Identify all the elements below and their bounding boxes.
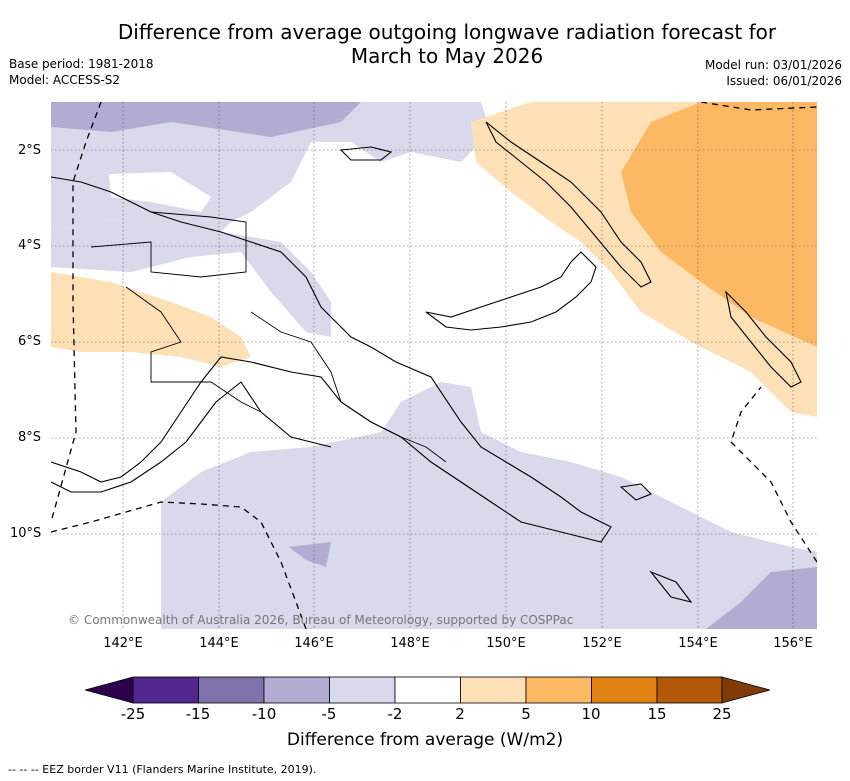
- lat-label-4s: 4°S: [18, 238, 42, 253]
- colorbar-segment-6: [460, 676, 527, 704]
- anomaly-neg-5-10-se: [706, 567, 817, 629]
- lon-label-146e: 146°E: [294, 636, 334, 651]
- colorbar-segment-5: [394, 676, 461, 704]
- lon-label-150e: 150°E: [486, 636, 526, 651]
- lon-label-156e: 156°E: [773, 636, 813, 651]
- colorbar-over-arrow: [721, 676, 770, 704]
- lon-label-152e: 152°E: [582, 636, 622, 651]
- anomaly-neg-2-5-west: [51, 212, 331, 337]
- colorbar-tick-4: -5: [321, 705, 337, 723]
- model-name: Model: ACCESS-S2: [9, 73, 121, 87]
- lat-label-8s: 8°S: [18, 430, 42, 445]
- eez-borders: [51, 102, 817, 629]
- meta-left: Base period: 1981-2018 Model: ACCESS-S2: [9, 56, 154, 88]
- colorbar-segment-4: [329, 676, 396, 704]
- colorbar-label: Difference from average (W/m2): [286, 730, 564, 750]
- anomaly-pos-5-10-east: [621, 102, 817, 347]
- lat-label-6s: 6°S: [18, 334, 42, 349]
- title-line-1: Difference from average outgoing longwav…: [117, 20, 777, 44]
- colorbar-tick-3: -10: [251, 705, 277, 723]
- model-run: Model run: 03/01/2026: [704, 58, 842, 72]
- colorbar-segment-8: [591, 676, 658, 704]
- base-period: Base period: 1981-2018: [9, 57, 154, 71]
- new-guinea-mainland: [51, 176, 612, 543]
- map-credit: © Commonwealth of Australia 2026, Bureau…: [68, 613, 574, 627]
- eez-footnote: -- -- -- EEZ border V11 (Flanders Marine…: [8, 763, 317, 776]
- map-title: Difference from average outgoing longwav…: [60, 20, 834, 68]
- anomaly-neg-5-10-sw: [289, 542, 331, 567]
- map-canvas: [51, 102, 817, 629]
- lat-label-10s: 10°S: [10, 526, 42, 541]
- colorbar-segment-2: [198, 676, 265, 704]
- colorbar-tick-7: 5: [521, 705, 531, 723]
- colorbar-tick-6: 2: [455, 705, 465, 723]
- colorbar-tick-1: -25: [120, 705, 146, 723]
- lon-label-142e: 142°E: [103, 636, 143, 651]
- colorbar-tick-5: -2: [387, 705, 403, 723]
- lon-label-148e: 148°E: [390, 636, 430, 651]
- colorbar-tick-9: 15: [647, 705, 667, 723]
- admin-borders: [90, 211, 447, 463]
- anomaly-pos-2-5-west: [51, 272, 251, 367]
- anomaly-neg-2-5-south: [161, 382, 817, 629]
- new-ireland-island: [485, 121, 652, 288]
- meta-right: Model run: 03/01/2026 Issued: 06/01/2026: [705, 57, 842, 89]
- new-britain-island: [425, 251, 597, 331]
- title-line-2: March to May 2026: [350, 44, 544, 68]
- anomaly-neutral-pocket: [109, 172, 211, 212]
- colorbar-under-arrow: [85, 676, 134, 704]
- colorbar: [85, 676, 770, 704]
- east-islands: [619, 483, 693, 603]
- colorbar-segment-3: [263, 676, 330, 704]
- bougainville-island: [725, 290, 802, 388]
- colorbar-segment-9: [656, 676, 723, 704]
- lat-label-2s: 2°S: [18, 143, 42, 158]
- colorbar-segment-7: [525, 676, 592, 704]
- colorbar-tick-2: -15: [185, 705, 211, 723]
- lon-label-154e: 154°E: [678, 636, 718, 651]
- colorbar-segment-1: [132, 676, 199, 704]
- colorbar-tick-8: 10: [581, 705, 601, 723]
- issued-date: Issued: 06/01/2026: [726, 74, 842, 88]
- manus-island: [339, 146, 393, 161]
- southern-coastline: [51, 381, 332, 493]
- coastlines: [51, 121, 802, 603]
- anomaly-neg-5-10-nw: [51, 102, 361, 137]
- colorbar-tick-10: 25: [712, 705, 732, 723]
- lon-label-144e: 144°E: [199, 636, 239, 651]
